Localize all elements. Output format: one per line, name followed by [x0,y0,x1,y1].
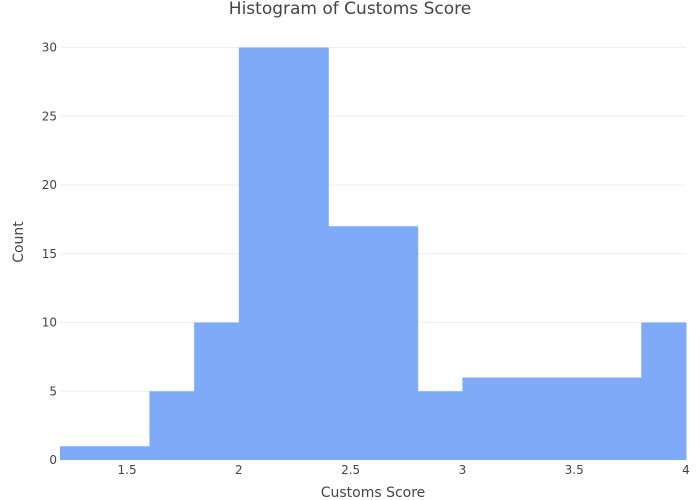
x-axis-title: Customs Score [321,485,426,500]
histogram-bar[interactable] [641,322,687,461]
histogram-bar[interactable] [60,446,106,460]
histogram-bar[interactable] [238,47,285,461]
y-axis-ticks: 0 5 10 15 20 25 30 [42,41,57,468]
histogram-bar[interactable] [104,446,150,460]
y-tick-label: 20 [42,178,57,192]
y-tick-label: 15 [42,247,57,261]
x-tick-label: 2 [235,463,243,477]
histogram-bar[interactable] [417,391,463,460]
histogram-bars [60,47,687,461]
y-tick-label: 10 [42,316,57,330]
histogram-bar[interactable] [149,391,195,460]
x-tick-label: 3.5 [565,463,584,477]
histogram-bar[interactable] [596,377,642,461]
x-tick-label: 1.5 [118,463,137,477]
histogram-bar[interactable] [373,226,419,460]
histogram-bar[interactable] [283,47,329,461]
x-tick-label: 3 [459,463,467,477]
histogram-bar[interactable] [462,377,508,461]
histogram-bar[interactable] [328,226,374,460]
chart-title: Histogram of Customs Score [229,0,471,19]
histogram-bar[interactable] [507,377,553,461]
y-tick-label: 5 [49,384,57,398]
y-tick-label: 25 [42,109,57,123]
histogram-bar[interactable] [194,322,240,461]
x-tick-label: 2.5 [341,463,360,477]
y-tick-label: 0 [49,453,57,467]
histogram-bar[interactable] [551,377,598,461]
x-tick-label: 4 [682,463,690,477]
y-tick-label: 30 [42,41,57,55]
x-axis-ticks: 1.5 2 2.5 3 3.5 4 [118,463,690,477]
y-axis-title: Count [11,221,27,263]
